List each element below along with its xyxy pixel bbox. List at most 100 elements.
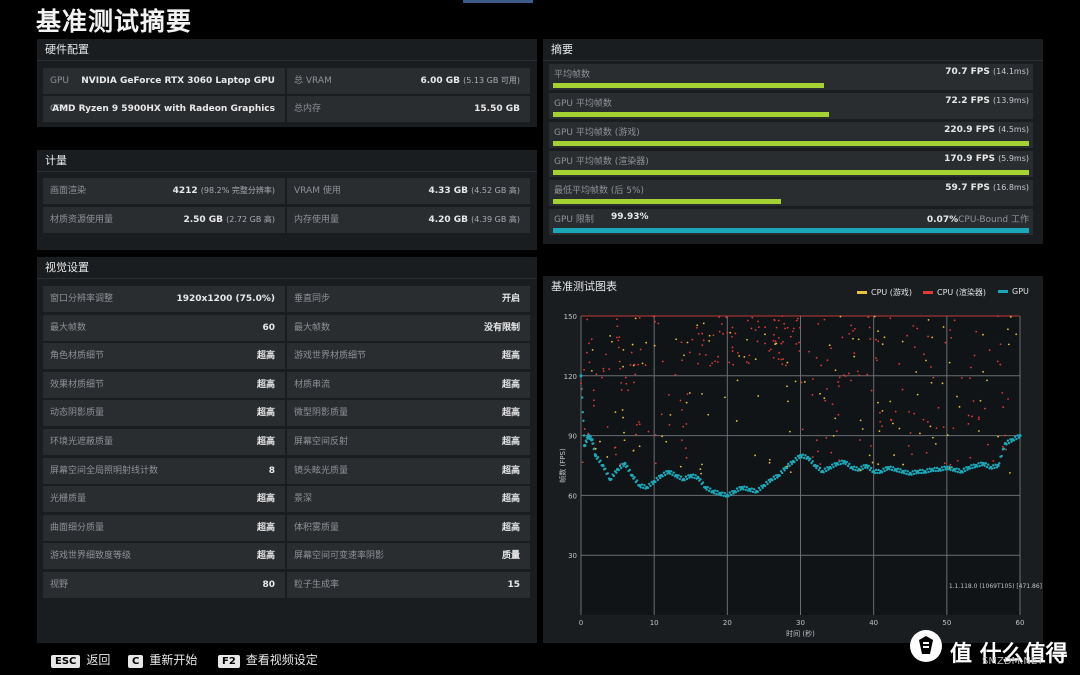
gpu-point xyxy=(987,463,990,466)
cpu-renderer-point xyxy=(654,462,657,465)
cpu-renderer-point xyxy=(711,362,714,365)
gpu-point xyxy=(688,476,691,479)
summary-value: 220.9 FPS (4.5ms) xyxy=(944,125,1029,135)
gpu-point xyxy=(713,489,717,492)
cpu-renderer-point xyxy=(686,393,689,395)
cpu-renderer-point xyxy=(879,420,882,423)
cpu-renderer-point xyxy=(731,346,734,349)
cpu-renderer-point xyxy=(691,338,694,341)
gpu-point xyxy=(985,465,989,469)
gpu-point xyxy=(738,486,741,489)
cpu-renderer-point xyxy=(679,399,682,402)
cpu-game-point xyxy=(699,468,702,471)
visual-settings-panel: 视觉设置 窗口分辨率调整 1920x1200 (75.0%) 垂直同步 开启 最大帧数 6… xyxy=(37,257,537,643)
cpu-renderer-point xyxy=(786,326,789,329)
gpu-point xyxy=(582,434,586,437)
cpu-renderer-point xyxy=(601,376,603,379)
gpu-point xyxy=(807,459,811,462)
cpu-game-point xyxy=(669,414,672,416)
cpu-renderer-point xyxy=(617,346,620,349)
setting-row: 材质串流 超高 xyxy=(287,371,530,398)
cpu-renderer-point xyxy=(701,332,704,335)
gpu-point xyxy=(773,477,777,481)
cpu-renderer-point xyxy=(590,338,593,340)
setting-row: 环境光遮蔽质量 超高 xyxy=(43,429,285,455)
gpu-point xyxy=(654,480,657,484)
cpu-renderer-point xyxy=(680,341,683,344)
cpu-renderer-point xyxy=(838,459,841,462)
cpu-renderer-point xyxy=(747,362,750,365)
gpu-point xyxy=(750,487,753,490)
summary-label: GPU 平均帧数 xyxy=(554,99,612,109)
back-button[interactable]: ESC 返回 xyxy=(51,651,110,668)
gpu-point xyxy=(994,463,997,466)
cpu-renderer-point xyxy=(717,355,720,358)
gpu-point xyxy=(630,473,634,478)
cpu-game-point xyxy=(590,369,593,372)
cpu-game-point xyxy=(708,334,711,337)
cpu-renderer-point xyxy=(748,354,751,357)
cpu-game-point xyxy=(898,427,901,430)
legend-label: CPU (游戏) xyxy=(871,288,913,297)
gpu-point xyxy=(774,474,778,477)
version-label: 1.1.118.0 (1069T105) [471.86] xyxy=(949,583,1042,590)
cpu-renderer-point xyxy=(731,326,734,329)
cpu-renderer-point xyxy=(909,432,912,434)
gpu-point xyxy=(787,462,790,466)
setting-value: 没有限制 xyxy=(483,322,520,333)
setting-value: 超高 xyxy=(501,379,520,390)
gpu-point xyxy=(589,435,592,438)
gpu-point xyxy=(1015,437,1018,441)
gpu-point xyxy=(932,469,935,473)
cpu-game-point xyxy=(631,343,634,346)
watermark-sub: SMZDM.NET xyxy=(982,656,1044,667)
gpu-point xyxy=(743,485,746,488)
cpu-renderer-point xyxy=(858,374,861,377)
cpu-game-point xyxy=(632,364,635,367)
cpu-renderer-point xyxy=(889,418,892,421)
gpu-point xyxy=(904,469,907,472)
gpu-point xyxy=(699,478,702,481)
setting-row: 视野 80 xyxy=(43,572,285,598)
restart-button[interactable]: C 重新开始 xyxy=(128,651,197,668)
gpu-point xyxy=(927,470,930,474)
gpu-point xyxy=(940,466,944,469)
cpu-renderer-point xyxy=(1007,398,1009,400)
cpu-renderer-point xyxy=(586,318,589,321)
cpu-renderer-point xyxy=(777,336,780,339)
cpu-renderer-point xyxy=(639,348,642,351)
gpu-row: GPU NVIDIA GeForce RTX 3060 Laptop GPU xyxy=(43,68,285,94)
cpu-renderer-point xyxy=(894,410,897,413)
video-settings-button[interactable]: F2 查看视频设定 xyxy=(218,651,318,668)
cpu-renderer-point xyxy=(798,326,801,329)
gpu-point xyxy=(687,474,690,477)
cpu-renderer-point xyxy=(817,450,819,453)
cpu-renderer-point xyxy=(844,375,847,377)
vram-use-value: 4.33 GB (4.52 GB 高) xyxy=(428,186,520,196)
gpu-point xyxy=(650,480,653,484)
cpu-game-point xyxy=(754,358,757,361)
gpu-point xyxy=(788,464,791,468)
legend-swatch xyxy=(998,290,1008,293)
vram-label: 总 VRAM xyxy=(294,76,332,86)
gpu-point xyxy=(855,466,858,469)
cpu-renderer-point xyxy=(820,364,823,367)
cpu-game-point xyxy=(948,467,951,470)
setting-label: 窗口分辨率调整 xyxy=(50,294,114,304)
setting-row: 体积雾质量 超高 xyxy=(287,514,530,541)
gpu-point xyxy=(993,466,996,470)
render-label: 画面渲染 xyxy=(50,186,87,196)
cpu-game-point xyxy=(622,348,625,351)
cpu-game-point xyxy=(979,399,982,402)
cpu-renderer-point xyxy=(1005,448,1007,451)
gpu-point xyxy=(1006,439,1010,442)
cpu-renderer-point xyxy=(798,350,801,352)
cpu-renderer-point xyxy=(868,326,871,329)
gpu-point xyxy=(839,462,842,466)
cpu-game-point xyxy=(622,365,624,368)
gpu-point xyxy=(612,474,616,478)
gpu-point xyxy=(949,468,952,472)
gpu-point xyxy=(659,476,662,480)
cpu-renderer-point xyxy=(969,377,971,380)
cpu-renderer-point xyxy=(817,322,820,325)
